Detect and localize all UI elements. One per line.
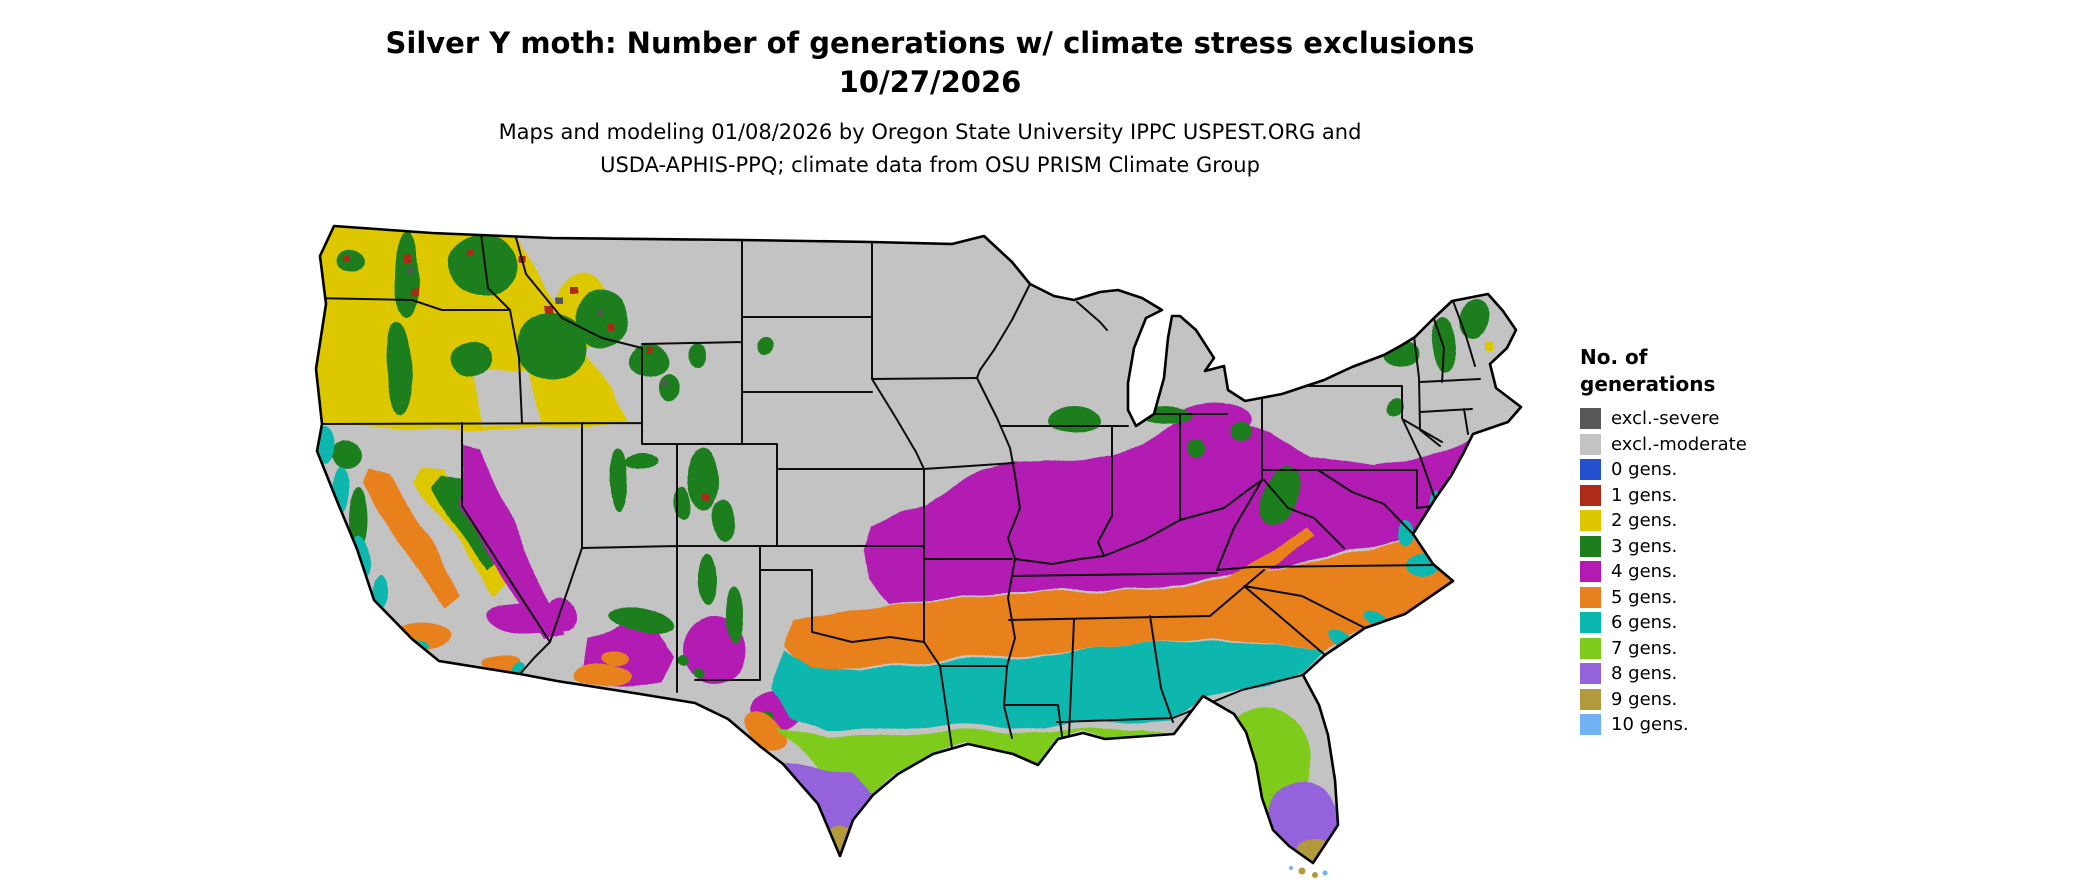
legend-item: 1 gens. <box>1580 484 1860 506</box>
legend-swatch <box>1580 510 1601 531</box>
attribution-line-1: Maps and modeling 01/08/2026 by Oregon S… <box>498 120 1362 144</box>
legend-item-label: 5 gens. <box>1611 586 1678 608</box>
legend-item: 8 gens. <box>1580 663 1860 684</box>
legend-swatch <box>1580 484 1601 506</box>
legend-item-label: 1 gens. <box>1611 484 1678 506</box>
legend-swatch <box>1580 663 1601 684</box>
us-generations-map <box>312 218 1532 883</box>
map-clipped-content <box>316 226 1521 863</box>
legend-item: 7 gens. <box>1580 637 1860 659</box>
legend-items: excl.-severe excl.-moderate 0 gens. 1 ge… <box>1580 408 1860 735</box>
state-borders <box>316 233 1481 749</box>
legend-item-label: 9 gens. <box>1611 688 1678 710</box>
legend-item-label: 2 gens. <box>1611 510 1678 531</box>
legend-item-label: excl.-severe <box>1611 408 1720 429</box>
figure-attribution: Maps and modeling 01/08/2026 by Oregon S… <box>250 116 1610 182</box>
legend-item: 2 gens. <box>1580 510 1860 531</box>
legend-item: excl.-moderate <box>1580 433 1860 455</box>
legend-swatch <box>1580 561 1601 582</box>
map-region-9-gens <box>825 825 1336 863</box>
legend-item-label: 0 gens. <box>1611 459 1678 480</box>
legend-title: No. of generations <box>1580 345 1716 396</box>
legend-item: 0 gens. <box>1580 459 1860 480</box>
figure-title: Silver Y moth: Number of generations w/ … <box>385 26 1475 60</box>
legend-item: 6 gens. <box>1580 612 1860 633</box>
legend-swatch <box>1580 688 1601 710</box>
map-region-excl-moderate-seor <box>474 368 542 426</box>
legend-item: 3 gens. <box>1580 535 1860 557</box>
figure-header: Silver Y moth: Number of generations w/ … <box>250 24 1610 182</box>
legend-item-label: 8 gens. <box>1611 663 1678 684</box>
legend-item-label: 4 gens. <box>1611 561 1678 582</box>
legend: No. of generations excl.-severe excl.-mo… <box>1580 344 1860 740</box>
figure-date: 10/27/2026 <box>838 65 1022 99</box>
legend-item: 4 gens. <box>1580 561 1860 582</box>
legend-swatch <box>1580 408 1601 429</box>
legend-swatch <box>1580 612 1601 633</box>
legend-item-label: 6 gens. <box>1611 612 1678 633</box>
state-borders-west <box>316 233 1015 749</box>
legend-item: 10 gens. <box>1580 714 1860 735</box>
map-region-3-gens-west <box>333 234 773 570</box>
legend-swatch <box>1580 714 1601 735</box>
attribution-line-2: USDA-APHIS-PPQ; climate data from OSU PR… <box>600 153 1260 177</box>
state-borders-east <box>976 283 1481 739</box>
legend-item-label: 7 gens. <box>1611 637 1678 659</box>
legend-item-label: 3 gens. <box>1611 535 1678 557</box>
map-region-4-gens <box>459 402 1477 730</box>
legend-swatch <box>1580 637 1601 659</box>
legend-swatch <box>1580 459 1601 480</box>
legend-swatch <box>1580 433 1601 455</box>
map-region-5-gens <box>364 470 1453 750</box>
map-color-regions <box>316 226 1494 863</box>
legend-item-label: 10 gens. <box>1611 714 1689 735</box>
us-map-svg <box>314 224 1523 878</box>
florida-keys <box>1289 866 1328 878</box>
legend-item: excl.-severe <box>1580 408 1860 429</box>
legend-swatch <box>1580 535 1601 557</box>
legend-item: 9 gens. <box>1580 688 1860 710</box>
legend-swatch <box>1580 586 1601 608</box>
legend-item-label: excl.-moderate <box>1611 433 1747 455</box>
legend-item: 5 gens. <box>1580 586 1860 608</box>
